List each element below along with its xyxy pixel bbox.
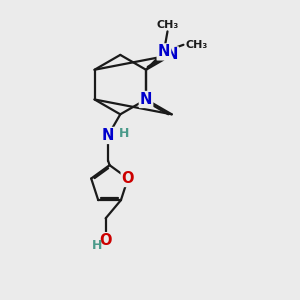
Text: N: N [158, 44, 170, 59]
Text: N: N [102, 128, 114, 143]
Text: H: H [92, 239, 103, 253]
Text: N: N [166, 47, 178, 62]
Text: CH₃: CH₃ [156, 20, 178, 30]
Text: N: N [140, 92, 152, 107]
Text: O: O [122, 171, 134, 186]
Text: H: H [118, 128, 129, 140]
Text: CH₃: CH₃ [186, 40, 208, 50]
Text: O: O [99, 233, 112, 248]
